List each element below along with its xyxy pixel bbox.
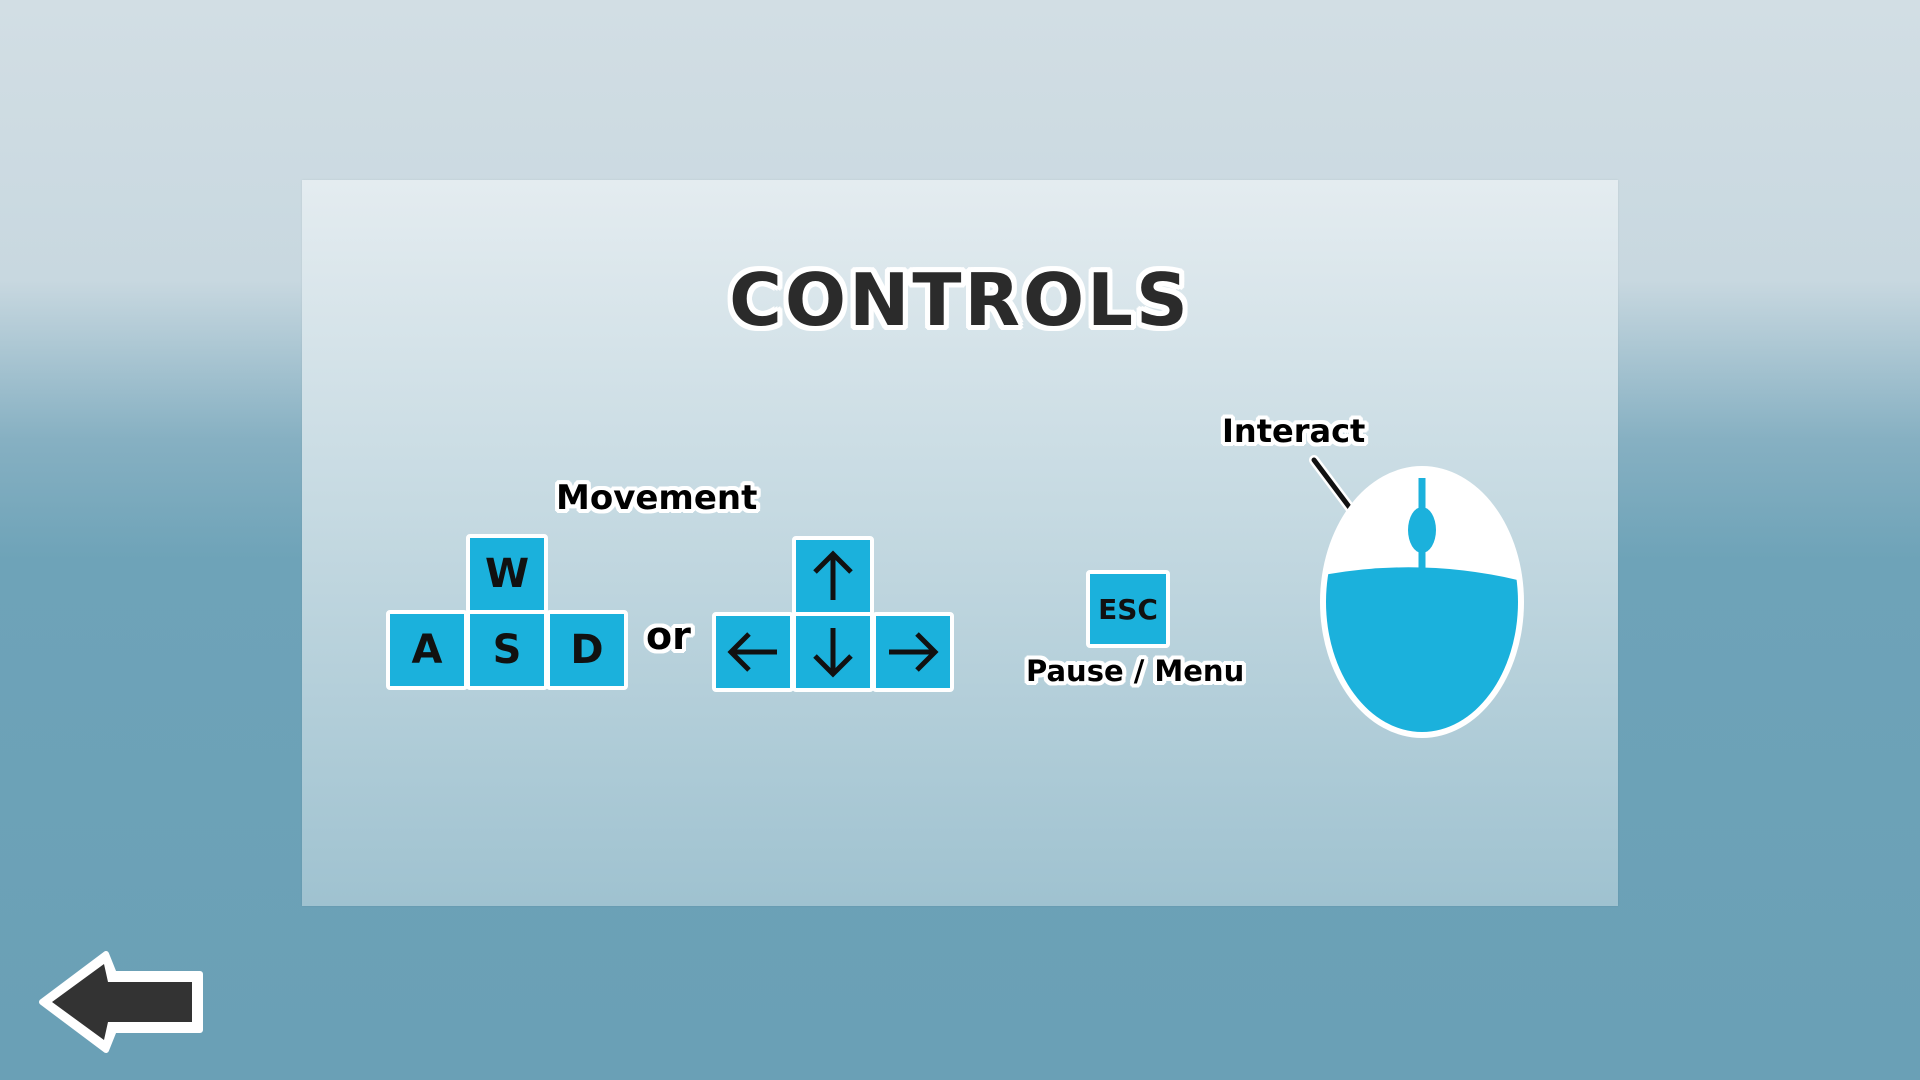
key-arrow-down [792,612,874,692]
movement-label: Movement [556,478,758,518]
or-separator: or [646,614,691,658]
arrow-left-icon [727,632,777,672]
key-s: S [466,610,548,690]
back-arrow-icon[interactable] [36,948,206,1056]
arrow-up-icon [813,550,853,600]
key-w: W [466,534,548,614]
key-a: A [386,610,468,690]
arrow-right-icon [889,632,939,672]
page-title: CONTROLS [729,258,1191,342]
interact-label: Interact [1222,412,1366,450]
pause-menu-label: Pause / Menu [1026,654,1245,688]
key-arrow-up [792,536,874,616]
mouse-left-click-icon [1320,466,1524,738]
key-arrow-right [872,612,954,692]
key-esc: ESC [1086,570,1170,648]
key-arrow-left [712,612,794,692]
arrow-down-icon [813,628,853,678]
key-d: D [546,610,628,690]
